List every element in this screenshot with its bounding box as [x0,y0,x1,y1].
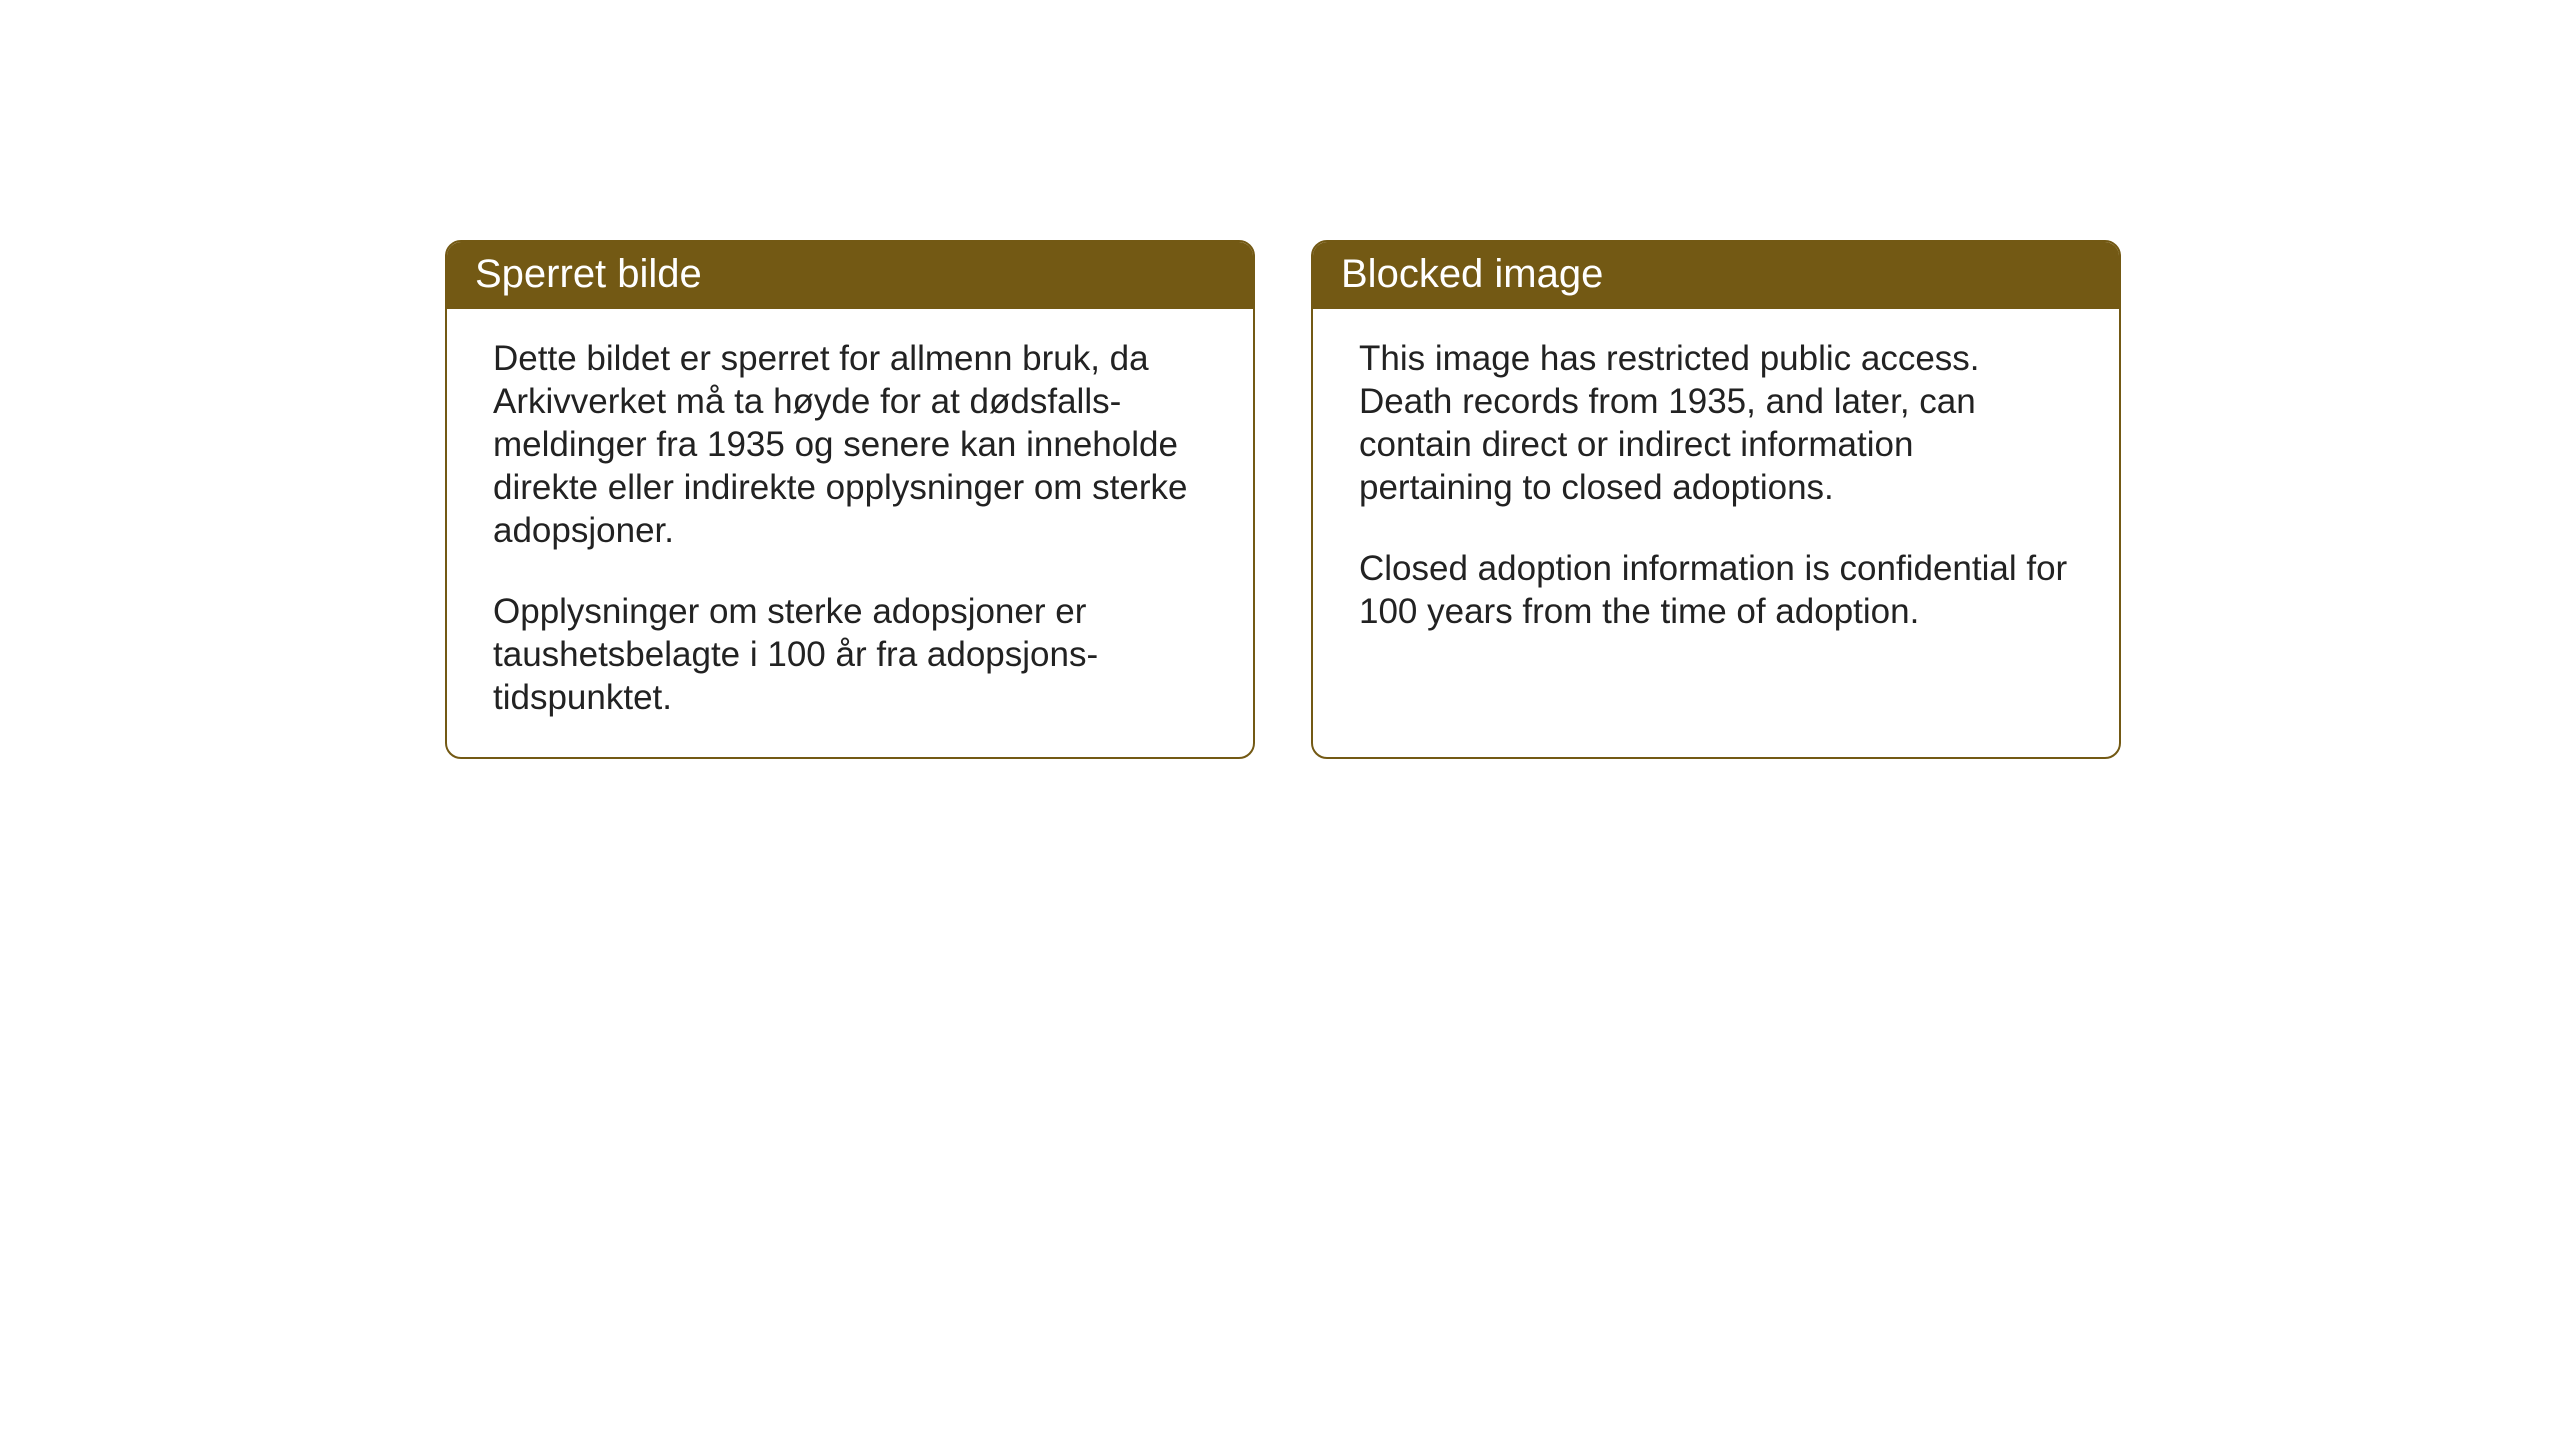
notice-paragraph1-english: This image has restricted public access.… [1359,337,2073,509]
notice-paragraph1-norwegian: Dette bildet er sperret for allmenn bruk… [493,337,1207,552]
notice-title-norwegian: Sperret bilde [475,252,702,296]
notice-paragraph2-norwegian: Opplysninger om sterke adopsjoner er tau… [493,590,1207,719]
notice-body-english: This image has restricted public access.… [1313,309,2119,749]
notice-container: Sperret bilde Dette bildet er sperret fo… [445,240,2121,759]
notice-header-english: Blocked image [1313,242,2119,309]
notice-paragraph2-english: Closed adoption information is confident… [1359,547,2073,633]
notice-header-norwegian: Sperret bilde [447,242,1253,309]
notice-card-norwegian: Sperret bilde Dette bildet er sperret fo… [445,240,1255,759]
notice-card-english: Blocked image This image has restricted … [1311,240,2121,759]
notice-body-norwegian: Dette bildet er sperret for allmenn bruk… [447,309,1253,757]
notice-title-english: Blocked image [1341,252,1603,296]
